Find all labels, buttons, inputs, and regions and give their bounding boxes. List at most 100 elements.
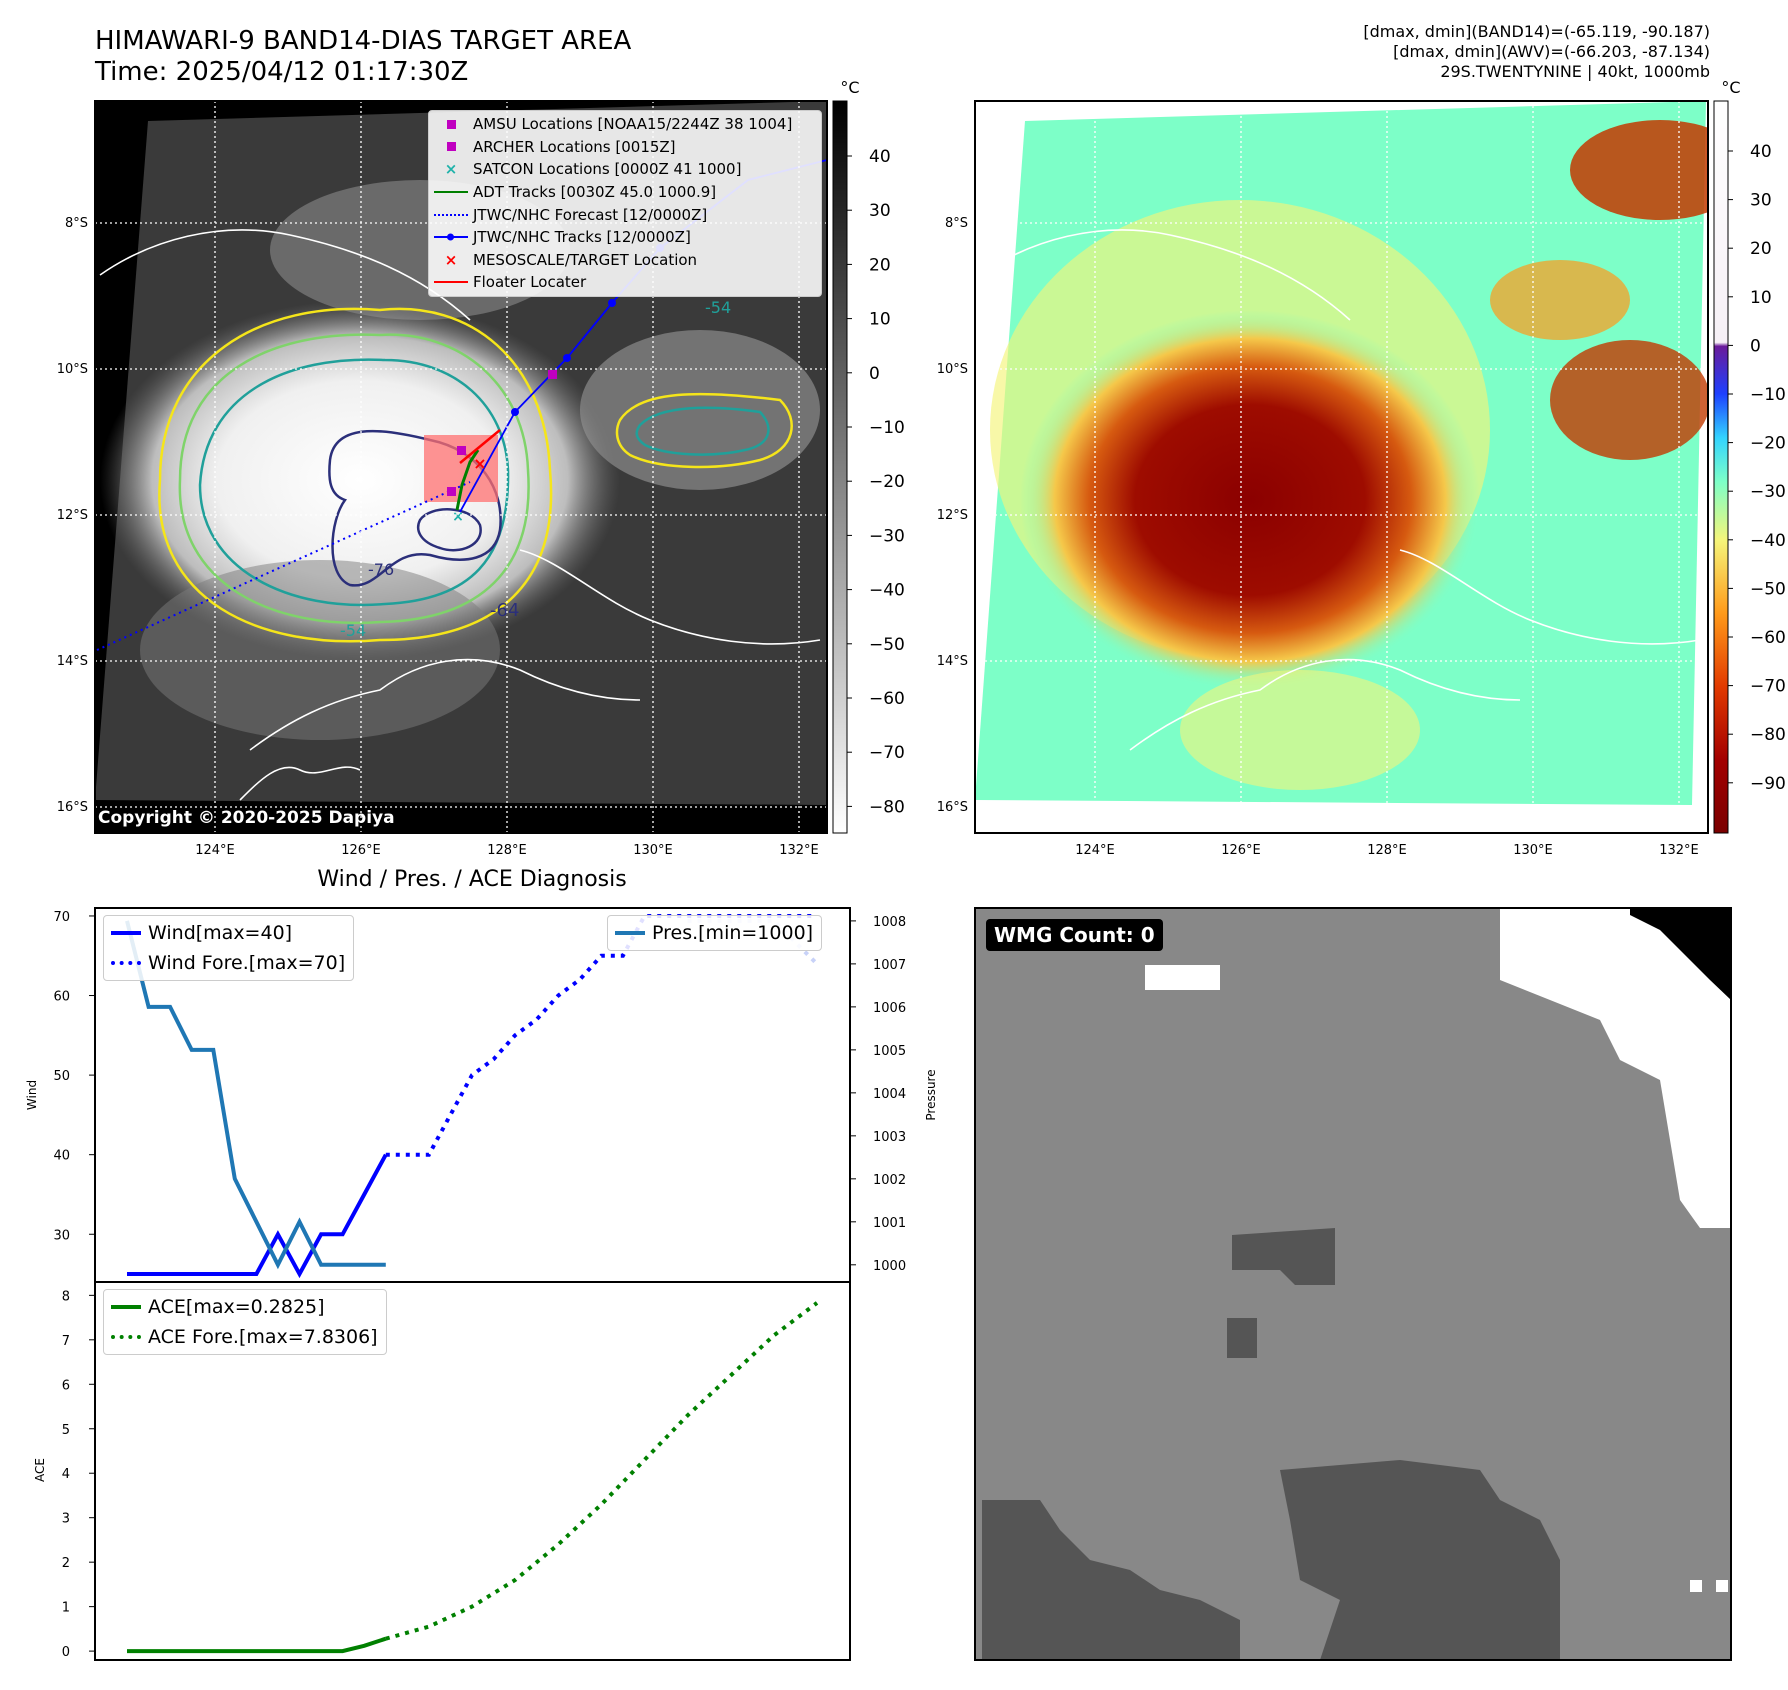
contour-label: -64 (490, 600, 519, 621)
satcon-marker: × (452, 509, 464, 525)
lat-label: 8°S (65, 216, 88, 231)
colorbar-tick-label: 10 (1750, 288, 1772, 308)
contour-label: -54 (705, 298, 731, 317)
contour-label: -76 (368, 560, 394, 579)
contour-green (178, 333, 530, 625)
legend-item-ace: ACE[max=0.2825] (104, 1292, 378, 1322)
left-colorbar: °C 40 30 20 10 0 −10 −20 −30 −40 −50 −60 −70 −80 (832, 78, 905, 834)
forecast-track (96, 481, 471, 651)
diagnosis-title: Wind / Pres. / ACE Diagnosis (317, 867, 626, 892)
y-tick-label: 70 (53, 910, 70, 925)
legend-item-wind-forecast: Wind Fore.[max=70] (104, 948, 345, 978)
y-tick-label: 2 (62, 1556, 70, 1571)
contour-teal (198, 358, 510, 607)
y-tick-label: 40 (53, 1149, 70, 1164)
coastline (99, 229, 821, 645)
legend-item-adt: ADT Tracks [0030Z 45.0 1000.9] (429, 181, 821, 204)
y-tick-label: 1 (62, 1601, 70, 1616)
right-colorbar: °C 40 30 20 10 0 −10 −20 −30 −40 −50 −60 −70 −80 −90 (1713, 78, 1786, 834)
info-storm: 29S.TWENTYNINE | 40kt, 1000mb (1440, 62, 1710, 81)
y-tick-label: 0 (62, 1645, 70, 1660)
colorbar-tick-label: 30 (1750, 191, 1772, 211)
y-right-tick-label: 1002 (873, 1173, 906, 1188)
contour-yellow (158, 307, 553, 643)
info-awv: [dmax, dmin](AWV)=(-66.203, -87.134) (1393, 42, 1710, 61)
archer-marker (548, 370, 557, 379)
lon-label: 124°E (195, 843, 235, 858)
legend-item-floater: Floater Locater (429, 271, 821, 294)
square-icon (429, 119, 473, 129)
storm-info: [dmax, dmin](BAND14)=(-65.119, -90.187) … (1363, 22, 1710, 82)
figure-title: HIMAWARI-9 BAND14-DIAS TARGET AREA Time:… (95, 26, 631, 88)
no-data-corner (1630, 908, 1731, 1000)
legend-item-wind: Wind[max=40] (104, 918, 345, 948)
colorbar-tick-label: −70 (1750, 677, 1786, 697)
line-icon (429, 191, 473, 194)
info-band14: [dmax, dmin](BAND14)=(-65.119, -90.187) (1363, 22, 1710, 41)
line-icon (429, 281, 473, 284)
y-tick-label: 4 (62, 1467, 70, 1482)
colorbar-tick-label: −30 (1750, 482, 1786, 502)
colorbar-tick-label: 10 (869, 310, 891, 330)
y-right-tick-label: 1006 (873, 1001, 906, 1016)
wmg-count-badge: WMG Count: 0 (986, 919, 1163, 951)
lat-label: 14°S (57, 654, 88, 669)
colorbar-tick-label: −90 (1750, 774, 1786, 794)
legend-item-tracks: JTWC/NHC Tracks [12/0000Z] (429, 226, 821, 249)
colorbar-tick-label: −80 (1750, 725, 1786, 745)
colorbar-tick-label: −10 (869, 418, 905, 438)
colorbar-tick-label: −10 (1750, 385, 1786, 405)
lon-label: 130°E (633, 843, 673, 858)
y-right-tick-label: 1008 (873, 915, 906, 930)
colorbar-unit: °C (1721, 78, 1740, 97)
colorbar-tick-label: 40 (1750, 142, 1772, 162)
colorbar-tick-label: −40 (1750, 531, 1786, 551)
lon-label: 132°E (1659, 843, 1699, 858)
pressure-legend: Pres.[min=1000] (607, 915, 823, 951)
dotted-line-icon (104, 961, 148, 965)
colorbar-tick-label: −80 (869, 797, 905, 817)
coastline (979, 229, 1701, 645)
y-tick-label: 5 (62, 1423, 70, 1438)
pressure-axis-label: Pressure (924, 1069, 938, 1120)
colorbar-tick-label: −20 (1750, 434, 1786, 454)
diagnosis-charts: 3040506070100010011002100310041005100610… (25, 867, 938, 1661)
y-right-tick-label: 1000 (873, 1259, 906, 1274)
wmg-panel (974, 907, 1732, 1661)
series-line-0 (127, 1153, 388, 1279)
left-lat-labels: 8°S 10°S 12°S 14°S 16°S (57, 216, 88, 815)
line-icon (104, 931, 148, 935)
right-lat-labels: 8°S 10°S 12°S 14°S 16°S (937, 216, 968, 815)
y-tick-label: 7 (62, 1334, 70, 1349)
ace-axis-label: ACE (33, 1458, 47, 1482)
copyright-text: Copyright © 2020-2025 Dapiya (98, 808, 395, 828)
lon-label: 130°E (1513, 843, 1553, 858)
left-lon-labels: 124°E 126°E 128°E 130°E 132°E (195, 843, 819, 858)
target-marker: × (473, 454, 486, 473)
lat-label: 16°S (937, 800, 968, 815)
legend-item-amsu: AMSU Locations [NOAA15/2244Z 38 1004] (429, 113, 821, 136)
lat-label: 12°S (937, 508, 968, 523)
colorbar-tick-label: 0 (1750, 336, 1761, 356)
square-icon (429, 142, 473, 152)
dotted-line-icon (429, 213, 473, 216)
legend-item-forecast: JTWC/NHC Forecast [12/0000Z] (429, 203, 821, 226)
dotted-line-icon (104, 1335, 148, 1339)
colorbar-tick-label: 40 (869, 147, 891, 167)
y-tick-label: 6 (62, 1378, 70, 1393)
lon-label: 124°E (1075, 843, 1115, 858)
y-tick-label: 50 (53, 1069, 70, 1084)
line-icon (104, 1305, 148, 1309)
floater-locater-line (459, 429, 501, 464)
colorbar-tick-label: −20 (869, 472, 905, 492)
colorbar-tick-label: 20 (869, 255, 891, 275)
colorbar-unit: °C (840, 78, 859, 97)
lat-label: 10°S (937, 362, 968, 377)
ace-legend: ACE[max=0.2825] ACE Fore.[max=7.8306] (103, 1289, 387, 1355)
legend-item-ace-forecast: ACE Fore.[max=7.8306] (104, 1322, 378, 1352)
y-right-tick-label: 1003 (873, 1130, 906, 1145)
y-tick-label: 30 (53, 1228, 70, 1243)
lat-label: 16°S (57, 800, 88, 815)
y-right-tick-label: 1004 (873, 1087, 906, 1102)
lon-label: 126°E (1221, 843, 1261, 858)
